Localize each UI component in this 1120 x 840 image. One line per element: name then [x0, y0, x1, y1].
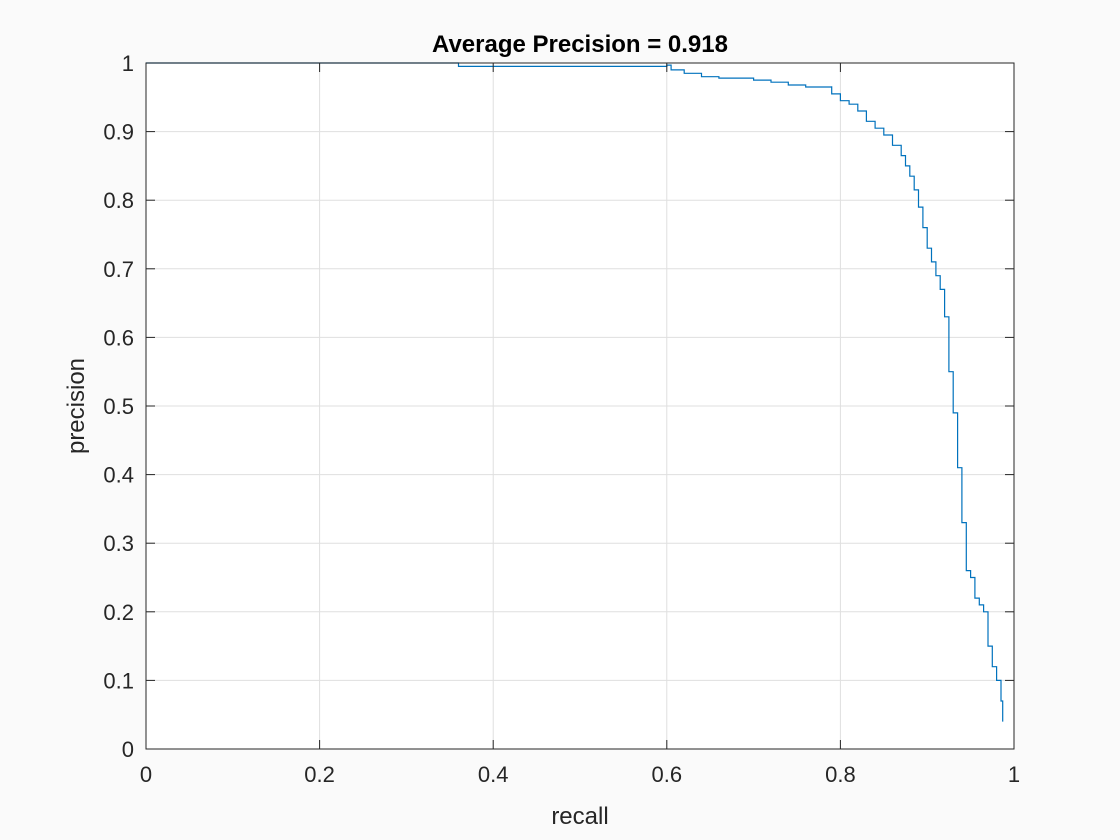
y-tick-labels: 0 0.1 0.2 0.3 0.4 0.5 0.6 0.7 0.8 0.9 1 [103, 51, 134, 762]
pr-curve-line [146, 62, 1004, 722]
y-tick-label: 0 [122, 737, 134, 762]
y-tick-label: 1 [122, 51, 134, 76]
y-tick-label: 0.1 [103, 668, 134, 693]
y-axis-label: precision [63, 358, 90, 454]
tick-marks [145, 62, 1015, 750]
grid-lines [146, 63, 1014, 749]
y-tick-label: 0.7 [103, 257, 134, 282]
series-layer [146, 62, 1004, 722]
x-tick-label: 1 [1008, 762, 1020, 787]
y-tick-label: 0.2 [103, 600, 134, 625]
y-tick-label: 0.8 [103, 188, 134, 213]
x-tick-label: 0 [140, 762, 152, 787]
y-tick-label: 0.3 [103, 531, 134, 556]
y-tick-label: 0.5 [103, 394, 134, 419]
x-axis-label: recall [551, 803, 608, 830]
x-tick-label: 0.6 [652, 762, 683, 787]
x-tick-label: 0.2 [304, 762, 335, 787]
x-tick-label: 0.4 [478, 762, 509, 787]
y-tick-label: 0.4 [103, 463, 134, 488]
y-tick-label: 0.6 [103, 325, 134, 350]
x-tick-labels: 0 0.2 0.4 0.6 0.8 1 [140, 762, 1020, 787]
x-tick-label: 0.8 [825, 762, 856, 787]
y-tick-label: 0.9 [103, 120, 134, 145]
chart-title: Average Precision = 0.918 [432, 31, 728, 58]
